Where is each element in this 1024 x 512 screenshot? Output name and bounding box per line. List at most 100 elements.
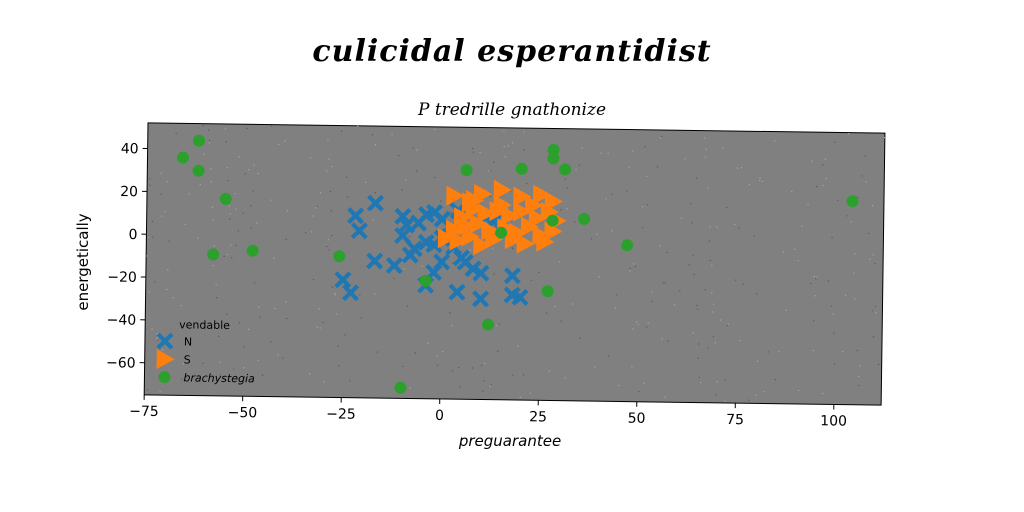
noise-dot xyxy=(286,317,288,320)
y-axis-label: energetically xyxy=(74,213,92,310)
legend-label: brachystegia xyxy=(183,371,255,385)
noise-dot xyxy=(202,125,204,127)
noise-dot xyxy=(511,247,513,249)
noise-dot xyxy=(614,307,617,309)
noise-dot xyxy=(182,362,185,365)
noise-dot xyxy=(308,373,311,375)
noise-dot xyxy=(629,270,631,272)
noise-dot xyxy=(707,347,709,349)
noise-dot xyxy=(188,193,191,195)
noise-dot xyxy=(257,172,259,175)
noise-dot xyxy=(409,387,411,389)
noise-dot xyxy=(436,364,439,366)
noise-dot xyxy=(856,349,858,352)
noise-dot xyxy=(664,396,666,398)
noise-dot xyxy=(782,251,785,253)
noise-dot xyxy=(778,351,780,353)
noise-dot xyxy=(244,173,246,175)
noise-dot xyxy=(797,389,800,392)
noise-dot xyxy=(688,264,690,266)
noise-dot xyxy=(219,361,221,363)
noise-dot xyxy=(523,131,525,133)
noise-dot xyxy=(600,152,602,154)
data-point xyxy=(347,207,365,225)
noise-dot xyxy=(331,234,333,237)
data-point xyxy=(405,240,423,258)
noise-dot xyxy=(837,199,839,201)
data-point xyxy=(477,203,496,224)
noise-dot xyxy=(667,340,669,342)
x-tick-label: 75 xyxy=(726,412,744,428)
noise-dot xyxy=(632,328,634,330)
noise-dot xyxy=(812,349,815,352)
noise-dot xyxy=(566,208,568,210)
noise-dot xyxy=(822,184,824,187)
noise-dot xyxy=(402,365,404,368)
noise-dot xyxy=(575,169,577,171)
noise-dot xyxy=(512,248,514,250)
noise-dot xyxy=(230,244,232,246)
data-point xyxy=(449,230,468,251)
data-point xyxy=(533,184,552,205)
noise-dot xyxy=(846,215,848,217)
noise-dot xyxy=(256,222,258,224)
noise-dot xyxy=(628,166,630,168)
y-tick-label: −20 xyxy=(107,270,137,286)
data-point xyxy=(511,288,529,306)
noise-dot xyxy=(522,374,525,376)
data-point xyxy=(493,179,512,200)
data-point xyxy=(394,381,407,394)
noise-dot xyxy=(349,380,351,382)
noise-dot xyxy=(709,226,711,228)
noise-dot xyxy=(673,304,676,306)
noise-dot xyxy=(816,276,818,278)
noise-dot xyxy=(286,210,288,212)
noise-dot xyxy=(261,374,264,376)
noise-dot xyxy=(774,378,776,381)
noise-dot xyxy=(785,309,787,312)
noise-dot xyxy=(472,147,474,150)
noise-dot xyxy=(371,133,374,136)
noise-dot xyxy=(372,219,375,221)
noise-dot xyxy=(167,269,169,271)
noise-dot xyxy=(656,166,659,168)
noise-dot xyxy=(711,264,713,267)
noise-dot xyxy=(318,308,320,310)
x-axis-label: preguarantee xyxy=(458,432,561,450)
noise-dot xyxy=(763,390,765,393)
axes: −75 −50 −25 0 25 50 75 100 40 20 0 −20 −40 −60 xyxy=(106,141,847,429)
noise-dot xyxy=(692,254,694,256)
noise-dot xyxy=(258,306,260,308)
chart-subtitle: P tredrille gnathonize xyxy=(417,100,607,120)
noise-dot xyxy=(493,161,495,163)
noise-dot xyxy=(156,338,158,340)
noise-dot xyxy=(739,339,741,342)
noise-dot xyxy=(166,180,168,183)
noise-dot xyxy=(149,184,151,186)
noise-dot xyxy=(364,181,367,184)
noise-dot xyxy=(253,282,256,284)
noise-dot xyxy=(152,236,154,238)
noise-dot xyxy=(755,394,757,396)
noise-dot xyxy=(305,232,307,234)
noise-dot xyxy=(497,350,499,352)
noise-dot xyxy=(810,282,812,285)
noise-dot xyxy=(161,349,164,351)
noise-dot xyxy=(815,278,817,280)
noise-dot xyxy=(164,211,166,213)
noise-dot xyxy=(312,215,314,217)
noise-dot xyxy=(616,294,618,296)
noise-dot xyxy=(248,169,250,171)
noise-dot xyxy=(637,323,639,325)
noise-dot xyxy=(664,282,666,284)
noise-dot xyxy=(632,150,634,152)
noise-dot xyxy=(503,130,505,132)
noise-dot xyxy=(376,351,378,353)
noise-dot xyxy=(696,308,699,310)
noise-dot xyxy=(831,236,833,239)
noise-dot xyxy=(159,391,161,393)
data-point xyxy=(437,228,456,249)
noise-dot xyxy=(634,265,637,267)
noise-dot xyxy=(157,339,159,341)
plot-background xyxy=(143,122,886,406)
